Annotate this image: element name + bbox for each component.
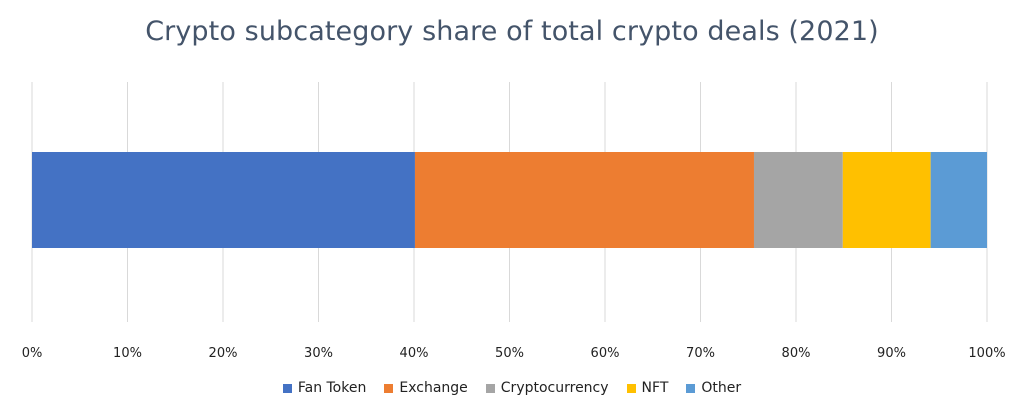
x-tick-label: 80% (782, 346, 811, 361)
stacked-bar (32, 152, 987, 248)
legend-label: Other (701, 380, 742, 396)
x-tick-label: 10% (113, 346, 142, 361)
x-axis-ticks: 0% 10% 20% 30% 40% 50% 60% 70% 80% 90% 100% (22, 346, 1006, 361)
legend-swatch (626, 383, 636, 393)
x-tick-label: 30% (304, 346, 333, 361)
bar-segment-exchange (414, 152, 754, 248)
legend-item-fan-token: Fan Token (282, 380, 367, 396)
legend-item-nft: NFT (626, 380, 669, 396)
x-tick-label: 40% (400, 346, 429, 361)
bar-segment-cryptocurrency (753, 152, 843, 248)
x-tick-label: 100% (968, 346, 1005, 361)
legend-label: NFT (641, 380, 669, 396)
x-tick-label: 60% (591, 346, 620, 361)
bar-segment-other (930, 152, 987, 248)
x-tick-label: 20% (209, 346, 238, 361)
chart-title: Crypto subcategory share of total crypto… (145, 16, 879, 47)
legend-label: Exchange (399, 380, 468, 396)
x-tick-label: 70% (686, 346, 715, 361)
legend-swatch (485, 383, 495, 393)
legend-swatch (282, 383, 292, 393)
legend-label: Cryptocurrency (500, 380, 609, 396)
x-tick-label: 50% (495, 346, 524, 361)
x-tick-label: 90% (877, 346, 906, 361)
x-tick-label: 0% (22, 346, 43, 361)
legend-label: Fan Token (297, 380, 367, 396)
legend: Fan Token Exchange Cryptocurrency NFT Other (0, 380, 1024, 396)
legend-item-other: Other (686, 380, 741, 396)
legend-swatch (384, 383, 394, 393)
bar-segment-nft (842, 152, 931, 248)
legend-item-cryptocurrency: Cryptocurrency (485, 380, 609, 396)
legend-swatch (686, 383, 696, 393)
bar-segment-fan-token (32, 152, 415, 248)
legend-item-exchange: Exchange (384, 380, 468, 396)
